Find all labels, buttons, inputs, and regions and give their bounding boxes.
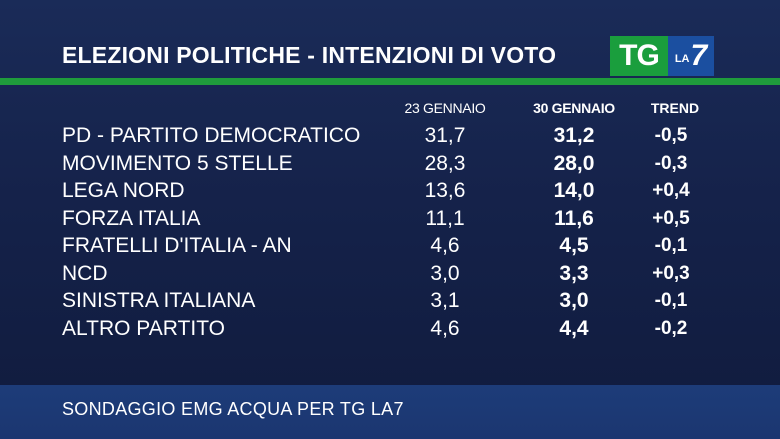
column-header-30-gennaio: 30 GENNAIO bbox=[533, 100, 615, 116]
trend-value: -0,1 bbox=[654, 290, 688, 311]
table-row: FRATELLI D'ITALIA - AN 4,6 4,5 -0,1 bbox=[0, 232, 780, 260]
logo-la-text: LA bbox=[674, 53, 690, 65]
page-title: ELEZIONI POLITICHE - INTENZIONI DI VOTO bbox=[62, 42, 557, 68]
party-name: ALTRO PARTITO bbox=[62, 316, 225, 340]
party-name: SINISTRA ITALIANA bbox=[62, 289, 256, 312]
column-header-trend: TREND bbox=[650, 100, 700, 116]
value-30-gennaio: 3,0 bbox=[559, 289, 589, 312]
tg-la7-logo: TG LA 7 bbox=[610, 36, 714, 76]
trend-value: +0,5 bbox=[652, 207, 690, 229]
table-row: ALTRO PARTITO 4,6 4,4 -0,2 bbox=[0, 315, 780, 343]
table-row: PD - PARTITO DEMOCRATICO 31,7 31,2 -0,5 bbox=[0, 122, 780, 150]
table-row: MOVIMENTO 5 STELLE 28,3 28,0 -0,3 bbox=[0, 150, 780, 178]
trend-value: -0,1 bbox=[654, 235, 688, 256]
trend-value: -0,2 bbox=[654, 317, 688, 339]
value-23-gennaio: 11,1 bbox=[425, 206, 465, 230]
value-30-gennaio: 11,6 bbox=[554, 206, 594, 230]
value-23-gennaio: 4,6 bbox=[430, 234, 460, 257]
party-name: NCD bbox=[62, 261, 108, 285]
source-caption: SONDAGGIO EMG ACQUA PER TG LA7 bbox=[62, 399, 404, 419]
value-30-gennaio: 14,0 bbox=[553, 179, 595, 202]
column-header-23-gennaio: 23 GENNAIO bbox=[404, 100, 486, 116]
table-row: NCD 3,0 3,3 +0,3 bbox=[0, 260, 780, 288]
party-name: LEGA NORD bbox=[62, 179, 185, 202]
logo-tg-block: TG bbox=[610, 36, 668, 76]
value-23-gennaio: 13,6 bbox=[424, 179, 466, 202]
value-23-gennaio: 31,7 bbox=[424, 124, 466, 147]
table-row: SINISTRA ITALIANA 3,1 3,0 -0,1 bbox=[0, 287, 780, 315]
party-name: PD - PARTITO DEMOCRATICO bbox=[62, 124, 361, 147]
table-row: FORZA ITALIA 11,1 11,6 +0,5 bbox=[0, 205, 780, 233]
logo-seven-text: 7 bbox=[690, 39, 708, 72]
party-name: FORZA ITALIA bbox=[62, 206, 201, 230]
party-name: FRATELLI D'ITALIA - AN bbox=[62, 234, 292, 257]
value-23-gennaio: 28,3 bbox=[424, 151, 466, 175]
logo-la7-block: LA 7 bbox=[668, 36, 714, 76]
value-23-gennaio: 3,0 bbox=[430, 261, 460, 285]
trend-value: +0,4 bbox=[652, 180, 690, 201]
value-30-gennaio: 3,3 bbox=[559, 261, 589, 285]
title-bar: ELEZIONI POLITICHE - INTENZIONI DI VOTO bbox=[0, 30, 780, 80]
value-30-gennaio: 4,4 bbox=[559, 316, 589, 340]
value-30-gennaio: 31,2 bbox=[553, 124, 595, 147]
footer-band: SONDAGGIO EMG ACQUA PER TG LA7 bbox=[0, 385, 780, 439]
trend-value: +0,3 bbox=[652, 262, 690, 284]
green-divider bbox=[0, 78, 780, 85]
trend-value: -0,3 bbox=[654, 152, 688, 174]
value-30-gennaio: 28,0 bbox=[553, 151, 595, 175]
trend-value: -0,5 bbox=[654, 125, 688, 146]
value-30-gennaio: 4,5 bbox=[559, 234, 589, 257]
value-23-gennaio: 3,1 bbox=[430, 289, 460, 312]
party-name: MOVIMENTO 5 STELLE bbox=[62, 151, 293, 175]
table-row: LEGA NORD 13,6 14,0 +0,4 bbox=[0, 177, 780, 205]
value-23-gennaio: 4,6 bbox=[430, 316, 460, 340]
